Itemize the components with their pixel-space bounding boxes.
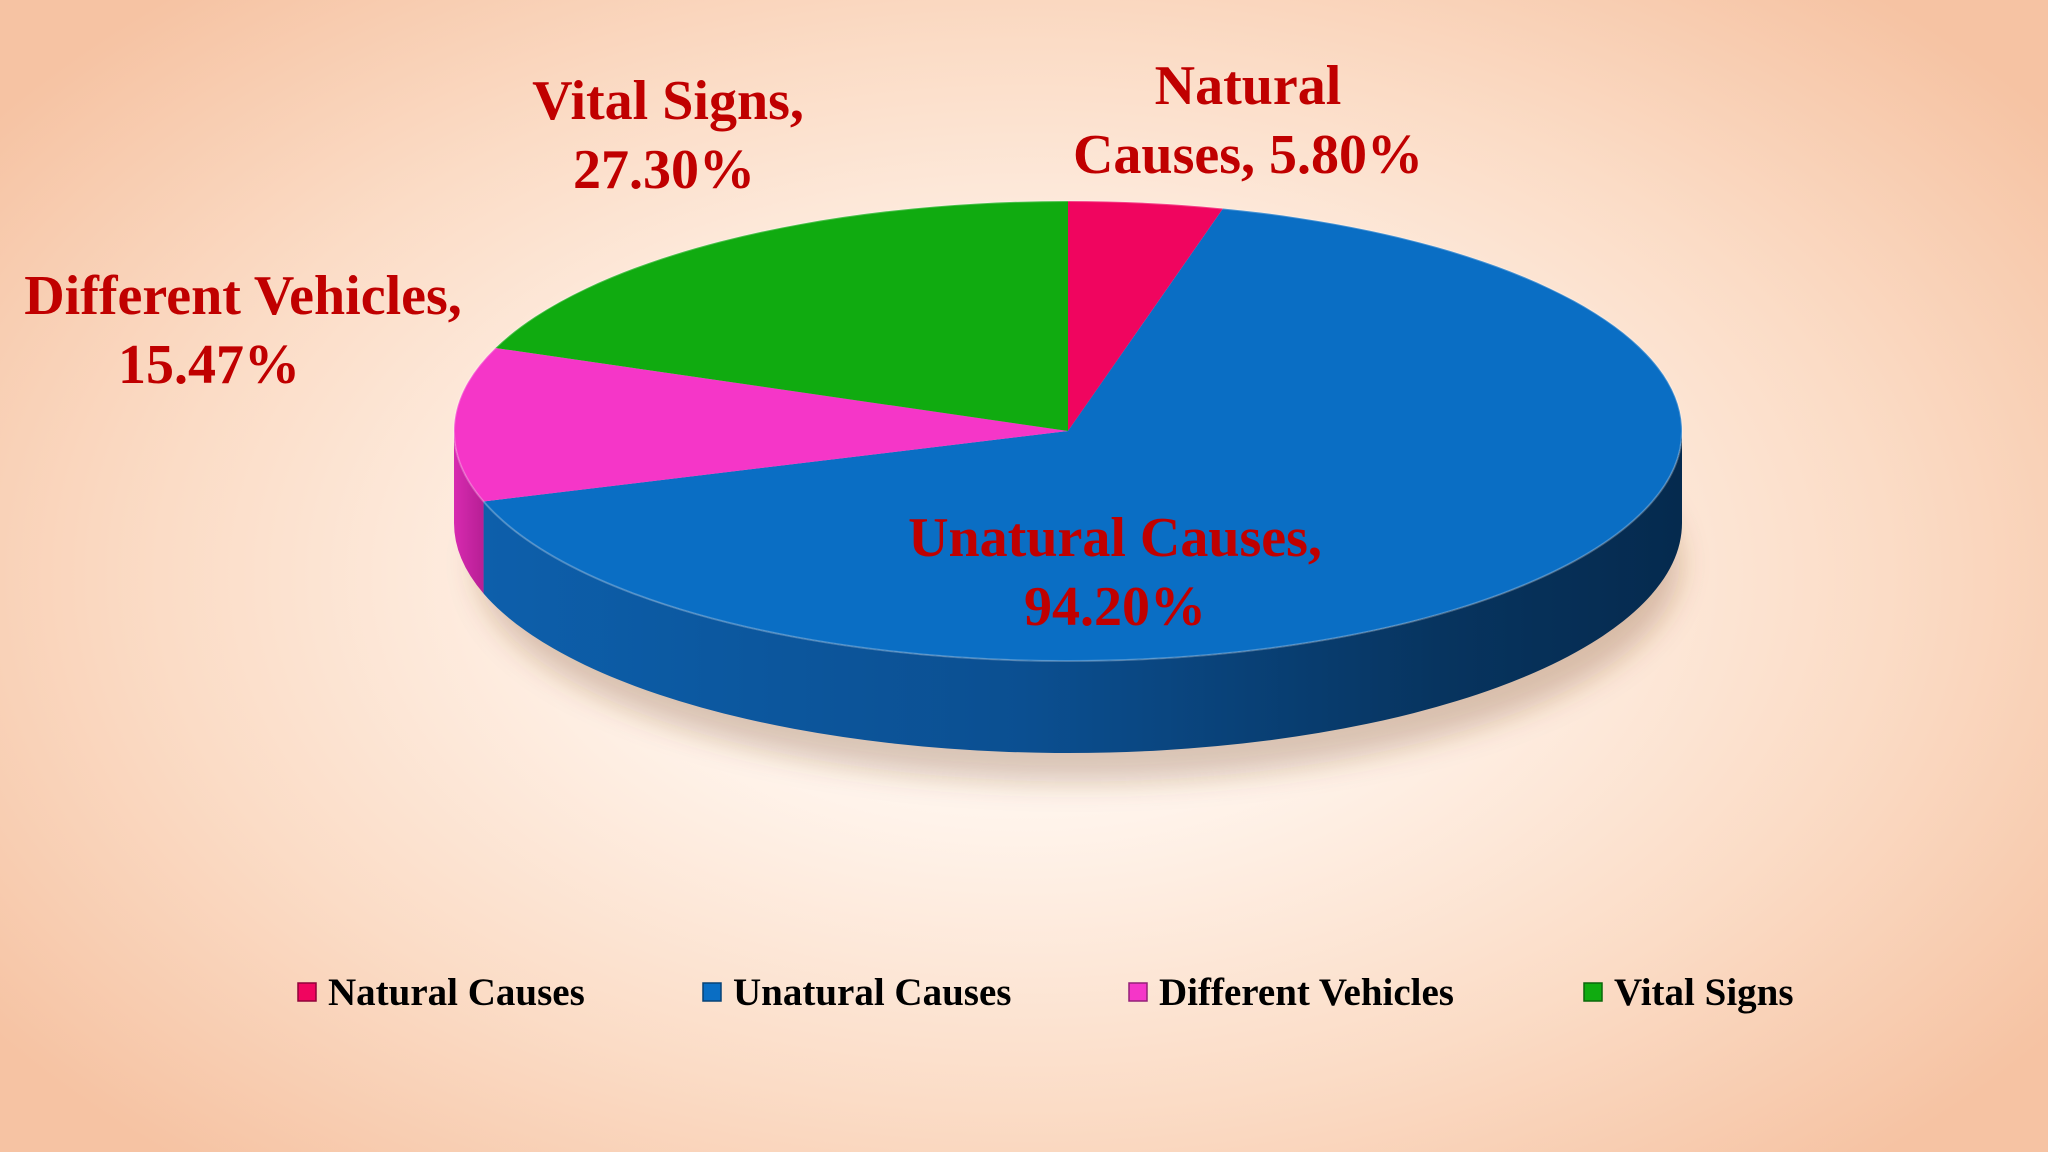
legend-item-natural-causes: Natural Causes — [297, 971, 585, 1014]
pie-side-unatural-causes — [483, 431, 1682, 753]
slice-label-natural-causes-line2: Causes, 5.80% — [1073, 124, 1423, 186]
legend-swatch-vital-signs — [1583, 982, 1603, 1002]
slice-label-vital-signs-line1: Vital Signs, — [532, 70, 804, 132]
slice-label-different-vehicles-line1: Different Vehicles, — [24, 265, 462, 327]
legend-item-vital-signs: Vital Signs — [1583, 971, 1794, 1014]
legend-label-unatural-causes: Unatural Causes — [733, 971, 1011, 1014]
pie-slice-natural-causes — [1068, 201, 1224, 431]
slice-label-vital-signs-line2: 27.30% — [573, 139, 755, 201]
pie-top — [453, 200, 1683, 662]
legend-label-different-vehicles: Different Vehicles — [1159, 971, 1454, 1014]
pie-side-different-vehicles — [454, 431, 484, 594]
pie-rim — [453, 200, 1683, 662]
pie-slice-different-vehicles — [454, 347, 1068, 502]
slice-label-unatural-causes-line1: Unatural Causes, — [908, 507, 1322, 569]
legend-item-different-vehicles: Different Vehicles — [1128, 971, 1454, 1014]
legend-swatch-unatural-causes — [702, 982, 722, 1002]
pie-side — [454, 431, 1682, 753]
legend: Natural Causes Unatural Causes Different V… — [297, 971, 1794, 1014]
legend-label-natural-causes: Natural Causes — [328, 971, 585, 1014]
slice-labels: Natural Causes, 5.80% Unatural Causes, 94.2… — [24, 55, 1423, 638]
pie-slice-vital-signs — [495, 201, 1068, 431]
legend-item-unatural-causes: Unatural Causes — [702, 971, 1011, 1014]
slice-label-unatural-causes-line2: 94.20% — [1024, 576, 1206, 638]
legend-swatch-natural-causes — [297, 982, 317, 1002]
slice-label-different-vehicles-line2: 15.47% — [118, 334, 300, 396]
legend-label-vital-signs: Vital Signs — [1614, 971, 1794, 1014]
pie-slice-unatural-causes — [483, 208, 1683, 661]
legend-swatch-different-vehicles — [1128, 982, 1148, 1002]
slice-label-natural-causes-line1: Natural — [1155, 55, 1342, 117]
